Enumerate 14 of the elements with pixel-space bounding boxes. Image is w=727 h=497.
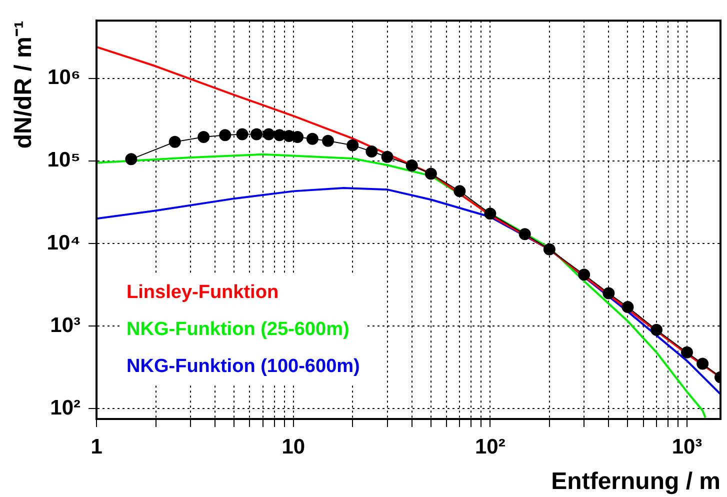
y-tick-label: 10³ <box>50 314 81 337</box>
x-tick-label: 10³ <box>672 435 702 458</box>
y-tick-label: 10⁴ <box>46 231 81 254</box>
text: NKG-Funktion (100-600m) <box>126 356 360 378</box>
y-tick-label: 10⁶ <box>48 66 81 90</box>
y-tick-label: 10² <box>50 396 81 420</box>
x-axis-title: Entfernung / m <box>551 468 720 496</box>
text: Linsley-Funktion <box>126 282 279 304</box>
text: NKG-Funktion (25-600m) <box>126 319 350 340</box>
x-tick-label: 1 <box>90 435 103 458</box>
x-tick-label: 10² <box>474 435 506 458</box>
x-tick-label: 10 <box>282 435 306 458</box>
y-axis-title: dN/dR / m⁻¹ <box>10 20 38 149</box>
y-tick-label: 10⁵ <box>47 148 81 172</box>
